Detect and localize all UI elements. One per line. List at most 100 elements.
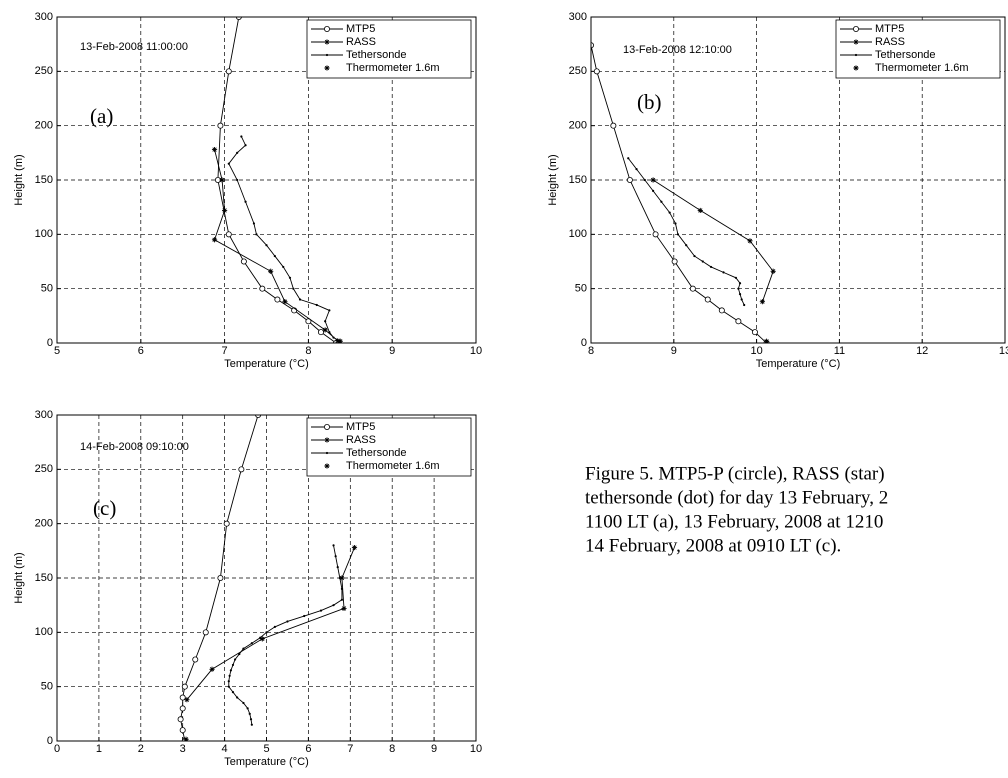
marker-star [351, 544, 358, 551]
marker-star [322, 327, 328, 333]
y-tick-label: 50 [41, 681, 53, 693]
y-tick-label: 0 [47, 337, 53, 349]
marker-dot [273, 254, 276, 258]
y-tick-label: 300 [35, 11, 53, 23]
marker-dot [242, 647, 245, 650]
legend-label: Tethersonde [346, 447, 407, 459]
y-tick-label: 200 [569, 120, 587, 132]
y-tick-label: 300 [35, 409, 53, 421]
legend-label: MTP5 [346, 23, 375, 35]
marker-circle [235, 17, 242, 20]
marker-dot [303, 614, 306, 618]
y-tick-label: 250 [569, 65, 587, 77]
x-tick-label: 4 [222, 743, 228, 755]
marker-dot [340, 598, 344, 601]
marker-star [219, 177, 225, 183]
marker-dot [334, 555, 337, 558]
marker-dot [319, 609, 323, 612]
y-axis-label: Height (m) [13, 154, 25, 205]
marker-dot [737, 287, 740, 290]
legend-marker [325, 53, 329, 57]
x-tick-label: 11 [834, 345, 845, 357]
marker-circle [238, 466, 245, 473]
x-tick-label: 5 [54, 345, 60, 357]
legend-label: Tethersonde [346, 49, 407, 61]
marker-star [339, 575, 345, 581]
caption-line: 14 February, 2008 at 0910 LT (c). [585, 535, 841, 556]
legend-marker [853, 65, 859, 71]
legend-box [306, 19, 472, 79]
marker-dot [668, 211, 671, 214]
marker-dot [676, 233, 680, 236]
x-tick-label: 7 [347, 743, 353, 755]
marker-circle [671, 258, 678, 265]
panel-label: (c) [93, 496, 116, 520]
marker-circle [718, 307, 725, 314]
x-tick-label: 9 [431, 743, 437, 755]
x-tick-label: 6 [138, 345, 144, 357]
marker-dot [743, 303, 746, 307]
marker-dot [242, 701, 245, 705]
marker-star [211, 237, 218, 243]
marker-dot [740, 298, 743, 301]
x-tick-label: 10 [470, 743, 482, 755]
marker-dot [231, 691, 235, 694]
marker-star [650, 177, 656, 183]
marker-dot [298, 298, 302, 301]
marker-star [259, 636, 265, 642]
marker-dot [265, 631, 268, 634]
marker-star [747, 238, 753, 244]
marker-dot [328, 309, 331, 312]
x-tick-label: 2 [138, 743, 144, 755]
y-tick-label: 250 [35, 463, 53, 475]
legend-marker [324, 39, 330, 45]
marker-circle [652, 231, 659, 238]
marker-dot [250, 723, 253, 726]
marker-circle [223, 520, 230, 527]
marker-circle [593, 68, 600, 75]
marker-star [222, 207, 228, 214]
marker-dot [709, 265, 713, 269]
marker-dot [244, 200, 247, 203]
x-tick-label: 9 [389, 345, 395, 357]
x-tick-label: 1 [96, 743, 102, 755]
legend-marker [324, 437, 330, 443]
legend-label: MTP5 [875, 23, 904, 35]
marker-dot [627, 157, 630, 160]
x-tick-label: 7 [222, 345, 228, 357]
marker-star [697, 207, 703, 214]
marker-star [183, 736, 189, 741]
y-tick-label: 50 [41, 283, 53, 295]
marker-star [184, 697, 190, 703]
marker-dot [701, 260, 704, 263]
marker-circle [704, 296, 711, 303]
legend-label: Thermometer 1.6m [875, 62, 969, 74]
marker-dot [332, 604, 335, 607]
y-tick-label: 150 [35, 174, 53, 186]
y-axis-label: Height (m) [13, 552, 25, 603]
legend-marker [323, 25, 330, 32]
marker-dot [259, 636, 262, 639]
marker-dot [236, 151, 239, 154]
x-tick-label: 8 [305, 345, 311, 357]
marker-circle [179, 727, 186, 734]
legend-label: Tethersonde [875, 49, 936, 61]
marker-star [770, 268, 776, 274]
marker-circle [217, 575, 224, 582]
x-tick-label: 13 [999, 345, 1008, 357]
marker-dot [228, 674, 231, 677]
marker-dot [236, 696, 239, 699]
panel-label: (b) [637, 90, 662, 114]
series-line [186, 547, 355, 700]
marker-circle [259, 285, 266, 292]
data-layer [211, 17, 343, 343]
legend-box [835, 19, 1001, 79]
legend-marker [854, 53, 858, 57]
marker-dot [248, 712, 251, 715]
y-tick-label: 200 [35, 518, 53, 530]
marker-circle [225, 231, 232, 238]
